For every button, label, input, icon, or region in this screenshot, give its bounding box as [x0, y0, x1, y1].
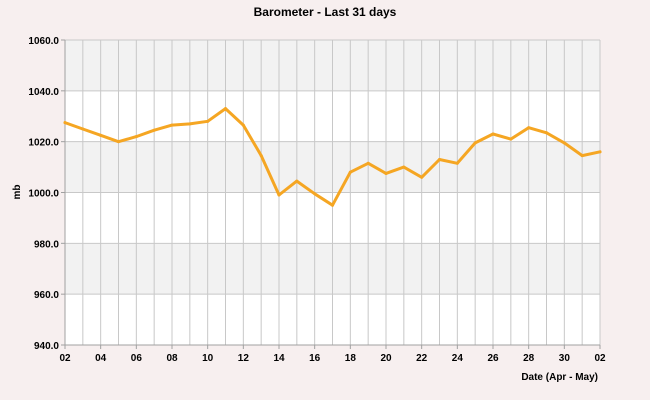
- data-point: [438, 157, 441, 161]
- y-tick-label: 1000.0: [28, 189, 59, 200]
- x-axis-label: Date (Apr - May): [521, 372, 598, 383]
- y-tick-label: 960.0: [34, 290, 59, 301]
- data-point: [527, 126, 531, 130]
- x-tick-label: 02: [594, 353, 606, 364]
- y-axis-label: mb: [12, 185, 23, 200]
- x-tick-label: 12: [238, 353, 250, 364]
- x-tick-label: 22: [416, 353, 428, 364]
- x-tick-label: 10: [202, 353, 214, 364]
- series-layer: [63, 107, 602, 207]
- data-point: [562, 141, 566, 145]
- data-point: [509, 137, 513, 141]
- data-point: [170, 123, 174, 127]
- data-point: [152, 128, 156, 132]
- x-tick-label: 16: [309, 353, 321, 364]
- data-point: [277, 193, 281, 197]
- x-tick-label: 08: [166, 353, 178, 364]
- data-point: [81, 127, 85, 131]
- data-point: [455, 161, 459, 165]
- data-point: [331, 203, 334, 207]
- y-tick-label: 1020.0: [28, 138, 59, 149]
- x-tick-label: 30: [559, 353, 571, 364]
- x-tick-label: 28: [523, 353, 535, 364]
- y-tick-label: 1040.0: [28, 87, 59, 98]
- data-point: [241, 123, 245, 127]
- axes: [61, 39, 601, 349]
- x-tick-label: 02: [59, 353, 71, 364]
- x-tick-label: 20: [380, 353, 392, 364]
- data-point: [224, 107, 227, 111]
- tick-labels: 940.0 960.0 980.0 1000.0 1020.0 1040.0 1060.0 0…: [28, 36, 606, 364]
- x-tick-label: 06: [131, 353, 143, 364]
- data-point: [206, 119, 210, 123]
- x-tick-label: 14: [273, 353, 285, 364]
- data-point: [420, 175, 424, 179]
- chart-title: Barometer - Last 31 days: [254, 5, 397, 19]
- data-point: [348, 170, 352, 174]
- y-tick-label: 1060.0: [28, 36, 59, 47]
- data-point: [598, 150, 602, 154]
- y-tick-label: 980.0: [34, 239, 59, 250]
- x-tick-label: 04: [95, 353, 107, 364]
- data-point: [259, 154, 263, 158]
- y-tick-label: 940.0: [34, 341, 59, 352]
- data-point: [295, 179, 299, 183]
- x-tick-label: 24: [452, 353, 464, 364]
- data-point: [384, 171, 388, 175]
- data-point: [366, 161, 370, 165]
- data-point: [117, 140, 120, 144]
- data-point: [473, 141, 477, 145]
- data-point: [134, 135, 138, 139]
- data-point: [313, 192, 317, 196]
- x-tick-label: 26: [487, 353, 499, 364]
- data-point: [491, 132, 495, 136]
- data-point: [63, 121, 67, 125]
- data-point: [99, 133, 103, 137]
- data-point: [545, 131, 548, 135]
- data-point: [580, 154, 584, 158]
- x-tick-label: 18: [345, 353, 357, 364]
- data-point: [402, 165, 406, 169]
- data-point: [188, 122, 192, 126]
